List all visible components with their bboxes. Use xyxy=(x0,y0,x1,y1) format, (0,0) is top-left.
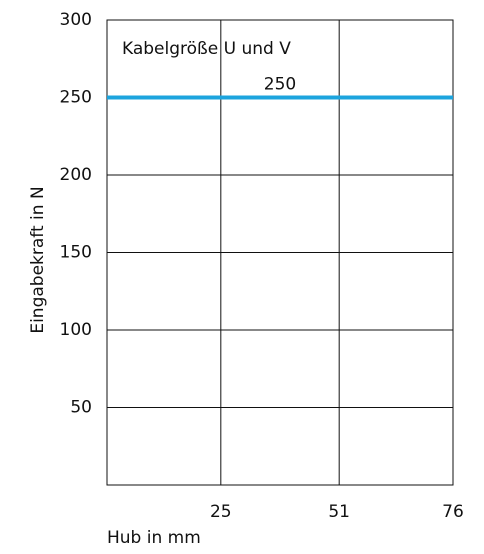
y-tick-label: 150 xyxy=(60,243,92,263)
y-tick-label: 100 xyxy=(60,320,92,340)
x-tick-label: 51 xyxy=(328,502,350,522)
x-axis-label: Hub in mm xyxy=(107,528,201,548)
x-tick-label: 76 xyxy=(442,502,464,522)
y-tick-label: 200 xyxy=(60,165,92,185)
data-label: 250 xyxy=(264,75,296,95)
y-tick-label: 300 xyxy=(60,10,92,30)
y-axis-label: Eingabekraft in N xyxy=(28,186,48,333)
y-tick-label: 50 xyxy=(70,398,92,418)
y-tick-label: 250 xyxy=(60,88,92,108)
x-tick-label: 25 xyxy=(210,502,232,522)
legend-label: Kabelgröße U und V xyxy=(122,39,291,59)
